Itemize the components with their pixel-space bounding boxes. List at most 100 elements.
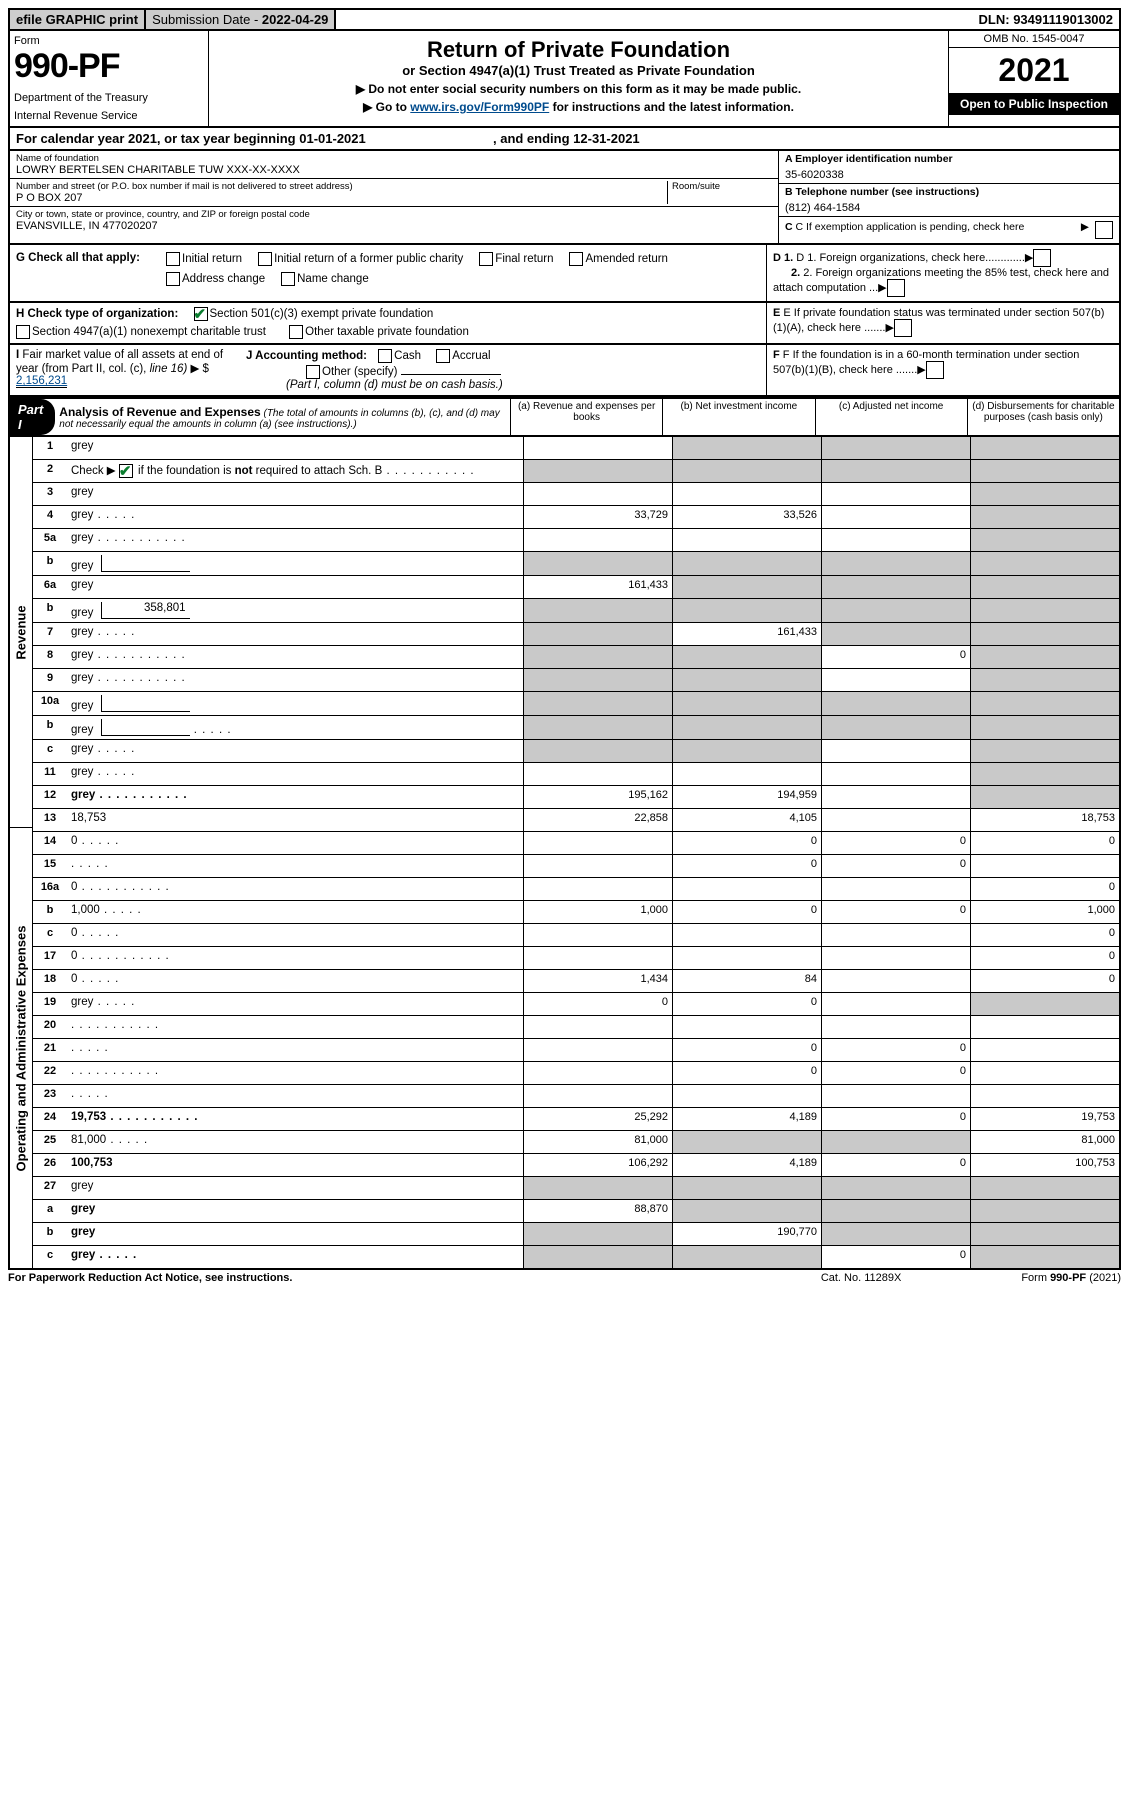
table-rows: 1grey2Check ▶ if the foundation is not r… xyxy=(32,437,1119,1268)
cb-final-return[interactable] xyxy=(479,252,493,266)
cell-c xyxy=(821,716,970,739)
f-checkbox[interactable] xyxy=(926,361,944,379)
cb-initial-former[interactable] xyxy=(258,252,272,266)
form990pf-link[interactable]: www.irs.gov/Form990PF xyxy=(410,100,549,114)
cell-c xyxy=(821,576,970,598)
table-row: 2419,75325,2924,189019,753 xyxy=(32,1107,1119,1130)
ein-row: A Employer identification number 35-6020… xyxy=(779,151,1119,184)
row-number: 26 xyxy=(32,1154,67,1176)
foundation-name: LOWRY BERTELSEN CHARITABLE TUW XXX-XX-XX… xyxy=(16,164,772,176)
row-number: b xyxy=(32,552,67,575)
cell-d xyxy=(970,646,1119,668)
row-number: 9 xyxy=(32,669,67,691)
cell-b: 0 xyxy=(672,855,821,877)
cell-a xyxy=(523,623,672,645)
cell-b: 194,959 xyxy=(672,786,821,808)
cell-c xyxy=(821,1131,970,1153)
cell-d xyxy=(970,576,1119,598)
header-left: Form 990-PF Department of the Treasury I… xyxy=(10,31,209,126)
g-opt-5: Name change xyxy=(297,273,369,285)
cell-d xyxy=(970,437,1119,459)
address-row: Number and street (or P.O. box number if… xyxy=(10,179,778,207)
cell-c xyxy=(821,1200,970,1222)
cb-cash[interactable] xyxy=(378,349,392,363)
row-desc xyxy=(67,1016,523,1038)
row-number: 7 xyxy=(32,623,67,645)
cb-accrual[interactable] xyxy=(436,349,450,363)
j-accrual: Accrual xyxy=(452,350,490,362)
c-checkbox[interactable] xyxy=(1095,221,1113,239)
cell-b xyxy=(672,483,821,505)
side-labels: Revenue Operating and Administrative Exp… xyxy=(10,437,32,1268)
cb-sch-b[interactable] xyxy=(119,464,133,478)
row-desc: 19,753 xyxy=(67,1108,523,1130)
cell-c xyxy=(821,947,970,969)
calyear-mid: , and ending xyxy=(493,131,573,146)
cb-name-change[interactable] xyxy=(281,272,295,286)
table-row: 6agrey161,433 xyxy=(32,575,1119,598)
cb-other-taxable[interactable] xyxy=(289,325,303,339)
cb-501c3[interactable] xyxy=(194,307,208,321)
ein: 35-6020338 xyxy=(785,169,1113,181)
row-number: 4 xyxy=(32,506,67,528)
footer-mid: Cat. No. 11289X xyxy=(821,1272,902,1284)
cell-b xyxy=(672,1131,821,1153)
cell-d xyxy=(970,460,1119,482)
footer-right: Form 990-PF (2021) xyxy=(1021,1272,1121,1284)
city: EVANSVILLE, IN 477020207 xyxy=(16,220,772,232)
dln-value: 93491119013002 xyxy=(1013,12,1113,27)
cell-c xyxy=(821,878,970,900)
table-row: 27grey xyxy=(32,1176,1119,1199)
phone: (812) 464-1584 xyxy=(785,202,1113,214)
cb-other-method[interactable] xyxy=(306,365,320,379)
row-desc: 0 xyxy=(67,970,523,992)
efile-print-button[interactable]: efile GRAPHIC print xyxy=(10,10,146,29)
e-checkbox[interactable] xyxy=(894,319,912,337)
table-row: 1318,75322,8584,10518,753 xyxy=(32,808,1119,831)
cb-initial-return[interactable] xyxy=(166,252,180,266)
cell-d xyxy=(970,763,1119,785)
side-expenses: Operating and Administrative Expenses xyxy=(14,925,29,1171)
col-b-header: (b) Net investment income xyxy=(662,399,814,435)
row-number: 21 xyxy=(32,1039,67,1061)
cell-a xyxy=(523,1062,672,1084)
cb-amended-return[interactable] xyxy=(569,252,583,266)
phone-label: B Telephone number (see instructions) xyxy=(785,186,1113,198)
cell-d xyxy=(970,786,1119,808)
footer: For Paperwork Reduction Act Notice, see … xyxy=(8,1272,1121,1284)
row-desc: grey xyxy=(67,763,523,785)
cell-d xyxy=(970,529,1119,551)
cell-b xyxy=(672,646,821,668)
d1-checkbox[interactable] xyxy=(1033,249,1051,267)
row-number: 16a xyxy=(32,878,67,900)
cell-d xyxy=(970,1177,1119,1199)
cell-c xyxy=(821,1223,970,1245)
instr-1-text: ▶ Do not enter social security numbers o… xyxy=(356,82,801,96)
g-opt-0: Initial return xyxy=(182,253,242,265)
cell-a xyxy=(523,878,672,900)
cell-a xyxy=(523,437,672,459)
g-options: Initial return Initial return of a forme… xyxy=(166,252,760,286)
d2-checkbox[interactable] xyxy=(887,279,905,297)
cell-a: 106,292 xyxy=(523,1154,672,1176)
cb-4947a1[interactable] xyxy=(16,325,30,339)
i-value[interactable]: 2,156,231 xyxy=(16,375,67,388)
row-desc: grey xyxy=(67,786,523,808)
instr-2: ▶ Go to www.irs.gov/Form990PF for instru… xyxy=(215,100,942,114)
row-desc: grey xyxy=(67,993,523,1015)
table-row: 1500 xyxy=(32,854,1119,877)
j-note: (Part I, column (d) must be on cash basi… xyxy=(246,379,760,391)
row-desc xyxy=(67,1062,523,1084)
row-number: 19 xyxy=(32,993,67,1015)
table-row: 11grey xyxy=(32,762,1119,785)
h-opt2: Section 4947(a)(1) nonexempt charitable … xyxy=(32,326,266,338)
cell-d: 100,753 xyxy=(970,1154,1119,1176)
row-desc: grey xyxy=(67,552,523,575)
g-opt-1: Initial return of a former public charit… xyxy=(274,253,463,265)
row-desc: 1,000 xyxy=(67,901,523,923)
cb-address-change[interactable] xyxy=(166,272,180,286)
h-opt1: Section 501(c)(3) exempt private foundat… xyxy=(210,308,434,320)
row-desc: grey xyxy=(67,576,523,598)
row-desc: 0 xyxy=(67,947,523,969)
ij-left: I Fair market value of all assets at end… xyxy=(10,345,766,395)
